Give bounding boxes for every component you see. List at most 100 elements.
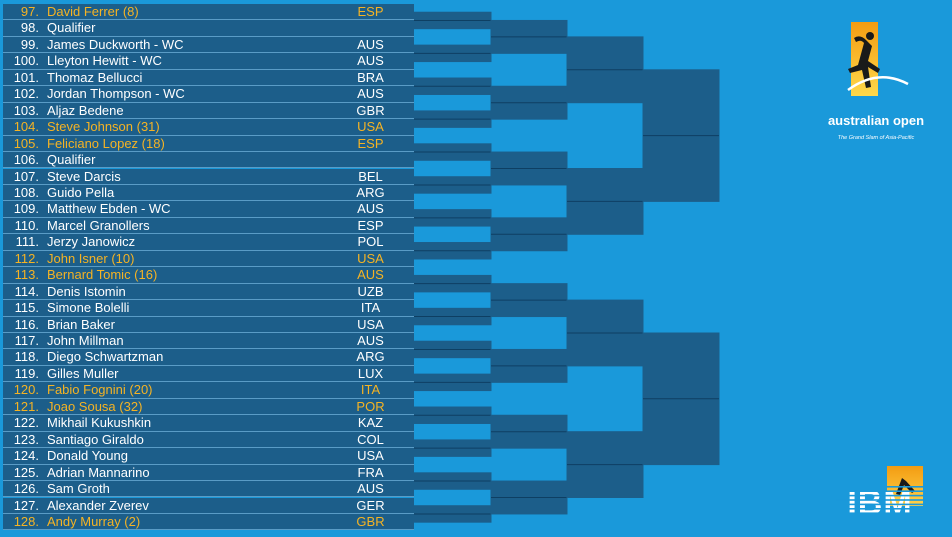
draw-row: 125. Adrian Mannarino FRA — [3, 464, 414, 482]
draw-number: 125. — [13, 464, 39, 480]
player-name: Denis Istomin — [47, 283, 126, 299]
draw-row: 121. Joao Sousa (32) POR — [3, 398, 414, 416]
draw-row: 117. John Millman AUS — [3, 333, 414, 350]
player-country: ARG — [356, 349, 385, 365]
draw-row: 120. Fabio Fognini (20) ITA — [3, 382, 414, 399]
player-name: Marcel Granollers — [47, 217, 150, 233]
draw-row: 110. Marcel Granollers ESP — [3, 217, 414, 235]
ibm-logo: IBM — [836, 466, 926, 522]
draw-number: 122. — [13, 415, 39, 431]
draw-number: 106. — [13, 152, 39, 168]
logo-player-silhouette — [848, 36, 880, 88]
draw-number: 113. — [14, 267, 39, 283]
draw-row: 128. Andy Murray (2) GBR — [3, 513, 414, 531]
player-country: POL — [357, 234, 384, 250]
draw-number: 118. — [14, 349, 39, 365]
player-country: AUS — [357, 201, 384, 217]
draw-row: 118. Diego Schwartzman ARG — [3, 349, 414, 366]
player-name: Feliciano Lopez (18) — [47, 135, 165, 151]
player-country: GER — [356, 497, 385, 513]
player-country: POR — [356, 398, 385, 414]
draw-number: 128. — [13, 513, 39, 529]
draw-row: 124. Donald Young USA — [3, 448, 414, 465]
draw-number: 123. — [13, 431, 39, 447]
draw-number: 97. — [20, 4, 39, 19]
player-name: Mikhail Kukushkin — [47, 415, 152, 431]
player-name: Qualifier — [47, 152, 96, 168]
draw-row: 119. Gilles Muller LUX — [3, 365, 414, 383]
draw-number: 121. — [13, 398, 39, 414]
player-name: Lleyton Hewitt - WC — [47, 53, 162, 69]
player-name: David Ferrer (8) — [47, 4, 139, 19]
draw-number: 100. — [13, 53, 39, 69]
draw-number: 105. — [13, 135, 39, 151]
draw-row: 100. Lleyton Hewitt - WC AUS — [3, 53, 414, 70]
player-country: UZB — [357, 283, 384, 299]
draw-row: 122. Mikhail Kukushkin KAZ — [3, 415, 414, 432]
draw-row: 102. Jordan Thompson - WC AUS — [3, 86, 414, 103]
draw-number: 101. — [13, 69, 39, 85]
draw-row: 113. Bernard Tomic (16) AUS — [3, 267, 414, 284]
draw-number: 110. — [14, 217, 39, 233]
ibm-stripe — [836, 512, 926, 514]
logo-swoosh — [847, 76, 909, 92]
draw-row: 115. Simone Bolelli ITA — [3, 300, 414, 317]
player-country: AUS — [357, 333, 384, 348]
player-country: ITA — [360, 382, 381, 398]
draw-row: 105. Feliciano Lopez (18) ESP — [3, 135, 414, 153]
player-name: Fabio Fognini (20) — [47, 382, 153, 398]
draw-row: 127. Alexander Zverev GER — [3, 497, 414, 514]
player-name: Alexander Zverev — [47, 497, 149, 513]
draw-row: 97. David Ferrer (8) ESP — [3, 4, 414, 21]
player-name: Jerzy Janowicz — [47, 234, 136, 250]
player-name: Brian Baker — [47, 316, 115, 332]
player-name: Steve Darcis — [47, 168, 121, 184]
draw-number: 119. — [14, 365, 39, 381]
player-country: AUS — [357, 267, 384, 283]
player-country: ARG — [356, 184, 385, 200]
draw-number: 109. — [13, 201, 39, 217]
draw-number: 98. — [20, 20, 39, 36]
player-country: USA — [357, 250, 384, 266]
draw-row: 112. John Isner (10) USA — [3, 250, 414, 268]
bracket — [413, 11, 720, 523]
draw-row: 126. Sam Groth AUS — [3, 481, 414, 498]
ibm-stripes — [836, 486, 926, 514]
draw-number: 107. — [13, 168, 39, 184]
player-country: ESP — [357, 4, 384, 19]
player-name: Qualifier — [47, 20, 96, 36]
draw-row: 99. James Duckworth - WC AUS — [3, 36, 414, 54]
player-name: Diego Schwartzman — [47, 349, 164, 365]
ibm-stripe — [836, 494, 926, 497]
player-name: Santiago Giraldo — [47, 431, 144, 447]
draw-number: 108. — [13, 184, 39, 200]
player-name: Andy Murray (2) — [47, 513, 141, 529]
draw-number: 111. — [15, 234, 39, 250]
player-name: Jordan Thompson - WC — [47, 86, 185, 102]
player-country: BRA — [357, 69, 384, 85]
player-name: Joao Sousa (32) — [47, 398, 143, 414]
ibm-wordmark: IBM — [847, 484, 912, 522]
draw-number: 127. — [13, 497, 39, 513]
player-name: Aljaz Bedene — [47, 102, 124, 118]
player-name: Guido Pella — [47, 184, 115, 200]
ibm-stripe — [836, 508, 926, 510]
draw-number: 114. — [14, 283, 39, 299]
draw-row: 104. Steve Johnson (31) USA — [3, 119, 414, 136]
draw-row: 109. Matthew Ebden - WC AUS — [3, 201, 414, 218]
player-country: USA — [357, 316, 384, 332]
player-country: ESP — [357, 217, 384, 233]
logo-tagline: The Grand Slam of Asia-Pacific — [838, 135, 915, 141]
draw-number: 102. — [13, 86, 39, 102]
ibm-stripe — [836, 499, 926, 501]
player-country: USA — [357, 448, 384, 464]
player-name: James Duckworth - WC — [47, 36, 184, 52]
player-country: USA — [357, 119, 384, 135]
draw-number: 124. — [13, 448, 39, 464]
draw-number: 103. — [13, 102, 39, 118]
player-name: Matthew Ebden - WC — [47, 201, 171, 217]
draw-number: 104. — [13, 119, 39, 135]
player-country: AUS — [357, 86, 384, 102]
player-name: John Millman — [47, 333, 124, 348]
